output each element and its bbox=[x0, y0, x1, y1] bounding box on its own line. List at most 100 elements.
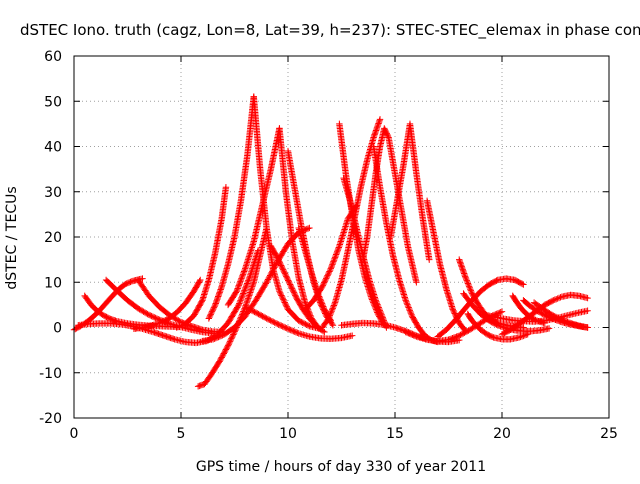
data-point bbox=[330, 302, 338, 309]
x-axis-label: GPS time / hours of day 330 of year 2011 bbox=[196, 459, 486, 475]
data-point bbox=[244, 305, 252, 312]
data-point bbox=[259, 313, 266, 320]
y-tick-label: -10 bbox=[39, 366, 62, 382]
data-point bbox=[550, 297, 557, 304]
data-point bbox=[240, 268, 248, 275]
y-tick-label: -20 bbox=[39, 411, 62, 427]
y-tick-label: 10 bbox=[44, 275, 62, 291]
data-point bbox=[376, 116, 384, 123]
data-point bbox=[276, 321, 284, 329]
data-arc bbox=[199, 224, 313, 345]
data-point bbox=[248, 286, 255, 293]
data-point bbox=[242, 303, 249, 311]
data-point bbox=[306, 224, 313, 232]
data-point bbox=[256, 311, 264, 318]
data-point bbox=[237, 276, 245, 284]
data-point bbox=[173, 324, 180, 331]
data-point bbox=[274, 255, 282, 262]
data-point bbox=[467, 286, 474, 293]
data-point bbox=[233, 286, 241, 294]
data-point bbox=[326, 312, 334, 319]
data-point bbox=[426, 256, 433, 263]
data-point bbox=[324, 272, 331, 279]
data-point bbox=[240, 290, 247, 297]
data-point bbox=[280, 297, 288, 305]
data-point bbox=[216, 333, 223, 340]
data-point bbox=[328, 308, 335, 315]
data-point bbox=[268, 317, 276, 325]
data-point bbox=[520, 281, 527, 288]
data-point bbox=[403, 300, 411, 307]
data-point bbox=[160, 317, 168, 325]
data-point bbox=[329, 322, 337, 329]
y-tick-label: 60 bbox=[44, 49, 62, 65]
data-point bbox=[374, 309, 381, 316]
y-tick-label: 20 bbox=[44, 230, 62, 246]
y-tick-label: 50 bbox=[44, 94, 62, 110]
data-point bbox=[270, 265, 277, 272]
data-point bbox=[498, 308, 506, 315]
data-point bbox=[149, 313, 157, 320]
data-point bbox=[233, 288, 240, 295]
data-point bbox=[274, 320, 281, 328]
data-arc bbox=[423, 197, 469, 335]
data-point bbox=[206, 313, 213, 321]
data-point bbox=[258, 312, 265, 319]
data-point bbox=[403, 298, 410, 305]
data-point bbox=[143, 310, 150, 317]
data-point bbox=[276, 288, 283, 295]
data-point bbox=[555, 294, 563, 302]
data-point bbox=[219, 352, 226, 360]
data-point bbox=[447, 335, 455, 342]
data-point bbox=[282, 271, 289, 279]
data-point bbox=[463, 277, 470, 284]
data-point bbox=[235, 301, 242, 309]
data-point bbox=[494, 322, 501, 329]
data-point bbox=[333, 249, 340, 257]
data-point bbox=[457, 331, 464, 339]
data-point bbox=[312, 322, 320, 329]
data-point bbox=[283, 303, 290, 310]
data-point bbox=[216, 358, 223, 365]
data-point bbox=[288, 285, 296, 292]
data-point bbox=[286, 326, 293, 333]
data-point bbox=[248, 307, 256, 314]
data-point bbox=[413, 279, 420, 286]
data-point bbox=[332, 251, 340, 258]
data-point bbox=[370, 300, 377, 308]
data-point bbox=[141, 309, 149, 316]
data-point bbox=[292, 329, 300, 336]
data-point bbox=[263, 315, 270, 322]
data-point bbox=[281, 269, 288, 276]
data-point bbox=[328, 264, 335, 271]
data-point bbox=[245, 275, 253, 283]
data-point bbox=[545, 325, 553, 332]
data-point bbox=[270, 318, 277, 326]
data-point bbox=[238, 294, 245, 301]
data-point bbox=[548, 297, 556, 305]
data-point bbox=[208, 309, 215, 317]
data-point bbox=[230, 331, 237, 338]
data-point bbox=[328, 320, 336, 328]
data-point bbox=[244, 298, 251, 305]
data-point bbox=[206, 312, 214, 319]
data-point bbox=[406, 305, 413, 313]
data-point bbox=[294, 329, 301, 337]
data-point bbox=[225, 341, 232, 348]
data-point bbox=[276, 289, 284, 296]
data-point bbox=[329, 261, 336, 268]
data-point bbox=[196, 278, 203, 285]
data-point bbox=[446, 336, 454, 343]
data-point bbox=[238, 275, 245, 282]
data-point bbox=[276, 258, 283, 265]
data-point bbox=[329, 259, 337, 267]
data-point bbox=[173, 316, 181, 323]
data-point bbox=[326, 266, 334, 274]
data-point bbox=[275, 256, 282, 264]
data-point bbox=[224, 342, 232, 349]
data-point bbox=[241, 287, 248, 294]
data-point bbox=[266, 273, 273, 281]
data-point bbox=[530, 316, 538, 323]
